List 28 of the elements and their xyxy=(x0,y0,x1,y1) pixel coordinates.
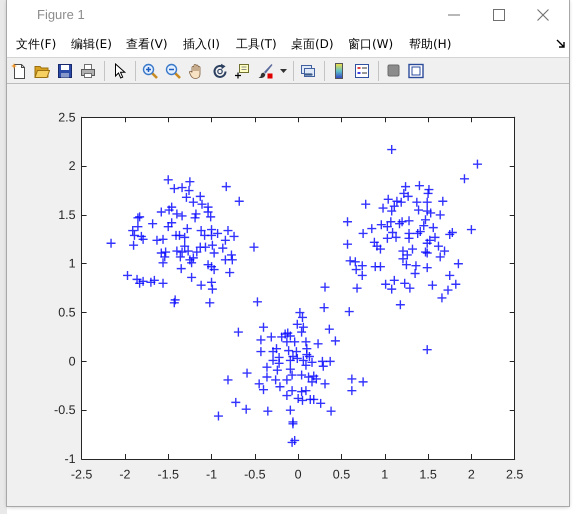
chart-title: Figure 1 xyxy=(37,7,85,23)
x-tick-label: -2.5 xyxy=(70,468,92,482)
text: 文件(F) xyxy=(16,36,56,52)
y-tick-label: 0.5 xyxy=(58,306,76,320)
y-tick-label: 2 xyxy=(68,159,76,174)
x-tick-label: -0.5 xyxy=(244,468,266,482)
text: 查看(V) xyxy=(126,36,168,52)
y-tick-label: -1 xyxy=(64,452,76,466)
x-tick-label: 0.5 xyxy=(332,468,350,482)
text: 插入(I) xyxy=(183,36,220,52)
text: 窗口(W) xyxy=(348,36,394,52)
text: 桌面(D) xyxy=(291,36,334,52)
x-tick-label: -1 xyxy=(206,468,218,482)
x-tick-label: 1.5 xyxy=(419,468,437,482)
x-tick-label: 2 xyxy=(468,468,475,482)
x-tick-label: 1 xyxy=(381,468,388,482)
x-tick-label: -2 xyxy=(119,468,131,482)
text: 工具(T) xyxy=(236,36,277,52)
y-tick-label: 2.5 xyxy=(58,110,76,124)
text: 帮助(H) xyxy=(409,36,452,52)
x-tick-label: 0 xyxy=(294,468,302,482)
y-tick-label: 0 xyxy=(68,354,76,368)
x-tick-label: 2.5 xyxy=(506,468,524,482)
text: 编辑(E) xyxy=(71,36,112,52)
x-tick-label: -1.5 xyxy=(157,468,180,482)
y-tick-label: -0.5 xyxy=(54,403,76,418)
y-tick-label: 1.5 xyxy=(58,208,76,222)
y-tick-label: 1 xyxy=(68,256,76,271)
